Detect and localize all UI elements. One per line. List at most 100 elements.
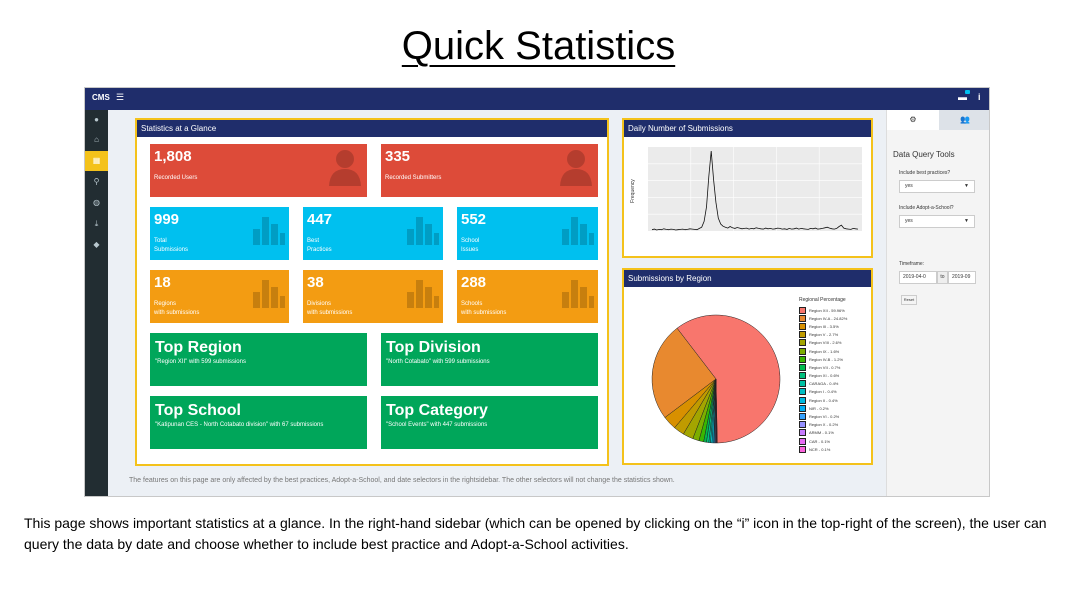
legend-swatch [799, 404, 806, 412]
legend-swatch [799, 421, 806, 429]
legend-title: Regional Percentage [799, 297, 846, 303]
legend-item: Region IV-B - 1.2% [799, 355, 871, 363]
legend-swatch [799, 437, 806, 445]
plot-area [648, 147, 862, 231]
legend-swatch [799, 380, 806, 388]
date-from-input[interactable]: 2019-04-0 [899, 271, 937, 284]
legend-label: Region IX - 1.6% [809, 348, 840, 354]
bar-chart-icon [562, 280, 594, 308]
legend-item: Region IX - 1.6% [799, 347, 871, 355]
legend-item: Region XI - 0.6% [799, 372, 871, 380]
caret-down-icon: ▼ [964, 218, 969, 224]
legend-label: Region II - 0.4% [809, 397, 838, 403]
bar-chart-icon [253, 217, 285, 245]
region-legend: Region XII - 59.96% Region IV-A - 24.82% R… [799, 306, 871, 453]
school-issues-box: 552 School Issues [457, 207, 598, 260]
legend-item: Region VIII - 2.6% [799, 339, 871, 347]
legend-swatch [799, 339, 806, 347]
legend-item: Region II - 0.4% [799, 396, 871, 404]
best-practices-box: 447 Best Practices [303, 207, 443, 260]
adopt-a-school-select[interactable]: yes ▼ [899, 215, 975, 228]
legend-label: Region IV-A - 24.82% [809, 315, 848, 321]
legend-swatch [799, 314, 806, 322]
legend-swatch [799, 331, 806, 339]
notification-badge [965, 90, 970, 94]
users-icon[interactable]: 👥 [939, 110, 989, 130]
legend-item: NCR - 0.1% [799, 445, 871, 453]
legend-item: Region III - 3.5% [799, 322, 871, 330]
top-division-box: Top Division "North Cotabato" with 599 s… [381, 333, 598, 386]
legend-label: CAR - 0.1% [809, 438, 831, 444]
legend-label: Region III - 3.5% [809, 323, 839, 329]
legend-label: NIR - 0.2% [809, 405, 829, 411]
slide-description: This page shows important statistics at … [24, 515, 1047, 552]
notification-icon[interactable]: ▬ [958, 92, 967, 102]
gear-icon[interactable]: ⚙ [887, 110, 939, 130]
total-submissions-box: 999 Total Submissions [150, 207, 289, 260]
caret-down-icon: ▼ [964, 183, 969, 189]
daily-submissions-header: Daily Number of Submissions [624, 120, 871, 137]
legend-label: Region V - 2.7% [809, 332, 839, 338]
legend-item: CARAGA - 0.4% [799, 380, 871, 388]
legend-label: Region XI - 0.6% [809, 373, 840, 379]
daily-ylabel: Frequency [629, 179, 636, 203]
dashboard-icon[interactable]: ▦ [85, 151, 108, 171]
top-region-box: Top Region "Region XII" with 599 submiss… [150, 333, 367, 386]
legend-label: Region X - 0.2% [809, 422, 839, 428]
bar-chart-icon [407, 280, 439, 308]
legend-item: Region V - 2.7% [799, 331, 871, 339]
region-panel-header: Submissions by Region [624, 270, 871, 287]
app-screenshot: CMS ☰ ▬ i ● ⌂ ▦ ⚲ ◍ ⤓ ◆ Statistics at a … [84, 87, 990, 497]
legend-label: Region XII - 59.96% [809, 307, 845, 313]
regions-box: 18 Regions with submissions [150, 270, 289, 323]
legend-item: Region XII - 59.96% [799, 306, 871, 314]
daily-submissions-panel: Daily Number of Submissions Frequency [622, 118, 873, 258]
divisions-box: 38 Divisions with submissions [303, 270, 443, 323]
daily-submissions-chart [648, 147, 862, 231]
stats-panel: Statistics at a Glance 1,808 Recorded Us… [135, 118, 609, 466]
legend-label: Region VIII - 2.6% [809, 340, 842, 346]
slide-title: Quick Statistics [401, 24, 676, 68]
legend-label: Region VI - 0.2% [809, 414, 840, 420]
region-pie-chart [651, 314, 781, 444]
legend-swatch [799, 429, 806, 437]
legend-label: CARAGA - 0.4% [809, 381, 839, 387]
recorded-submitters-box: 335 Recorded Submitters [381, 144, 598, 197]
best-practices-label: Include best practices? [899, 170, 951, 176]
legend-item: CAR - 0.1% [799, 437, 871, 445]
hamburger-icon[interactable]: ☰ [116, 92, 125, 102]
legend-item: Region VII - 0.7% [799, 363, 871, 371]
brand-logo[interactable]: CMS [92, 93, 110, 102]
bar-chart-icon [407, 217, 439, 245]
home-icon[interactable]: ⌂ [94, 135, 99, 144]
right-sidebar: ⚙ 👥 Data Query Tools Include best practi… [886, 110, 989, 496]
circle-icon[interactable]: ● [94, 115, 99, 124]
legend-swatch [799, 363, 806, 371]
legend-label: ARMM - 0.1% [809, 430, 834, 436]
pie-slice-17 [715, 378, 718, 444]
region-panel: Submissions by Region Regional Percentag… [622, 268, 873, 465]
recorded-users-box: 1,808 Recorded Users [150, 144, 367, 197]
best-practices-select[interactable]: yes ▼ [899, 180, 975, 193]
download-icon[interactable]: ⤓ [94, 219, 99, 228]
globe-icon[interactable]: ◍ [93, 198, 100, 207]
legend-swatch [799, 445, 806, 453]
search-icon[interactable]: ⚲ [93, 177, 100, 186]
legend-swatch [799, 355, 806, 363]
date-to-input[interactable]: 2019-09 [948, 271, 976, 284]
info-icon[interactable]: i [978, 92, 981, 102]
right-sidebar-tabs: ⚙ 👥 [887, 110, 989, 130]
legend-swatch [799, 372, 806, 380]
tag-icon[interactable]: ◆ [93, 240, 100, 249]
legend-swatch [799, 347, 806, 355]
series-line [651, 150, 859, 231]
footer-note: The features on this page are only affec… [129, 477, 675, 484]
legend-label: Region VII - 0.7% [809, 364, 841, 370]
adopt-a-school-label: Include Adopt-a-School? [899, 205, 954, 211]
legend-swatch [799, 396, 806, 404]
pie-slice-0 [676, 314, 781, 444]
date-to-label: to [937, 271, 948, 284]
reset-button[interactable]: Reset [901, 295, 917, 305]
top-navbar: CMS ☰ ▬ i [85, 88, 989, 110]
legend-item: Region IV-A - 24.82% [799, 314, 871, 322]
